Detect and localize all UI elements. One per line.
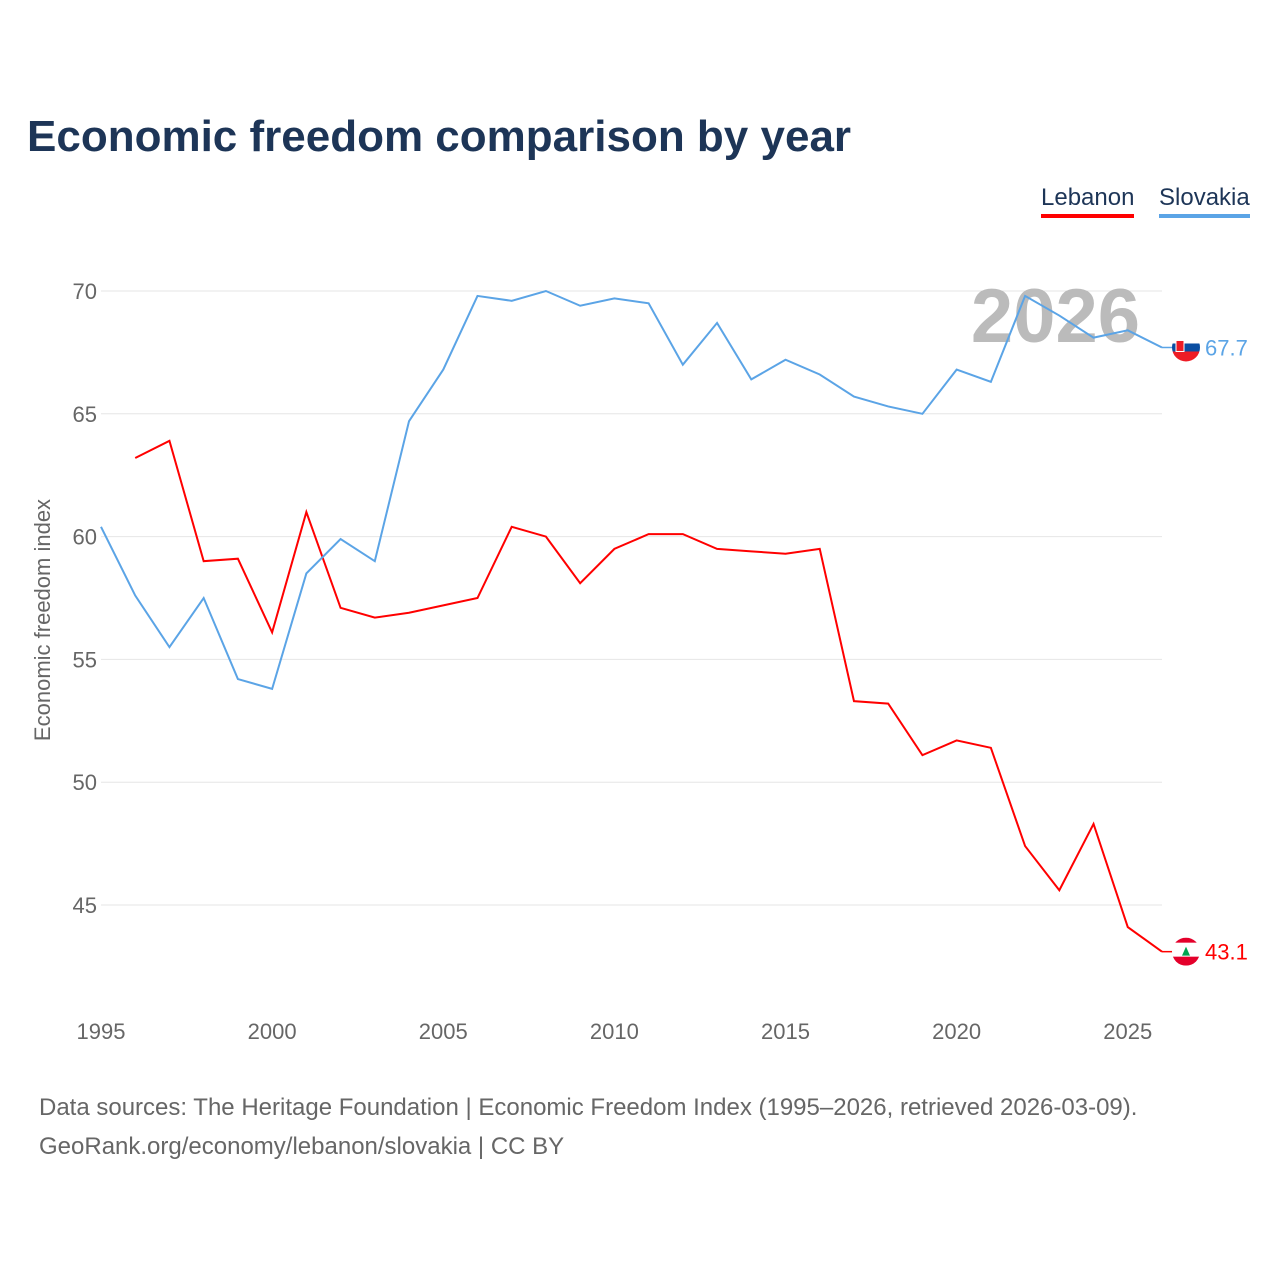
series-line-slovakia [100, 289, 1163, 691]
x-tick-label: 2005 [419, 1019, 468, 1044]
legend-item-lebanon[interactable]: Lebanon [1041, 184, 1135, 218]
end-value-label: 43.1 [1205, 940, 1248, 965]
x-tick-label: 2000 [248, 1019, 297, 1044]
x-tick-label: 2020 [932, 1019, 981, 1044]
y-tick-label: 70 [73, 279, 97, 304]
x-tick-label: 2025 [1103, 1019, 1152, 1044]
y-tick-label: 50 [73, 770, 97, 795]
year-watermark: 2026 [971, 274, 1140, 359]
x-tick-label: 2015 [761, 1019, 810, 1044]
source-note: Data sources: The Heritage Foundation | … [39, 1088, 1137, 1166]
source-line-1: Data sources: The Heritage Foundation | … [39, 1094, 1138, 1121]
y-tick-label: 45 [73, 893, 97, 918]
source-line-2[interactable]: GeoRank.org/economy/lebanon/slovakia | C… [39, 1133, 565, 1160]
end-value-label: 67.7 [1205, 335, 1248, 360]
y-tick-label: 60 [73, 525, 97, 550]
flag-slovakia-icon [1172, 333, 1200, 362]
x-tick-label: 1995 [77, 1019, 126, 1044]
flag-lebanon-icon [1172, 937, 1200, 966]
y-tick-label: 65 [73, 402, 97, 427]
series-line-lebanon [134, 439, 1163, 953]
legend-item-slovakia[interactable]: Slovakia [1159, 184, 1250, 218]
x-tick-label: 2010 [590, 1019, 639, 1044]
chart-title: Economic freedom comparison by year [27, 112, 852, 161]
y-tick-label: 55 [73, 647, 97, 672]
y-axis-label: Economic freedom index [30, 499, 55, 741]
